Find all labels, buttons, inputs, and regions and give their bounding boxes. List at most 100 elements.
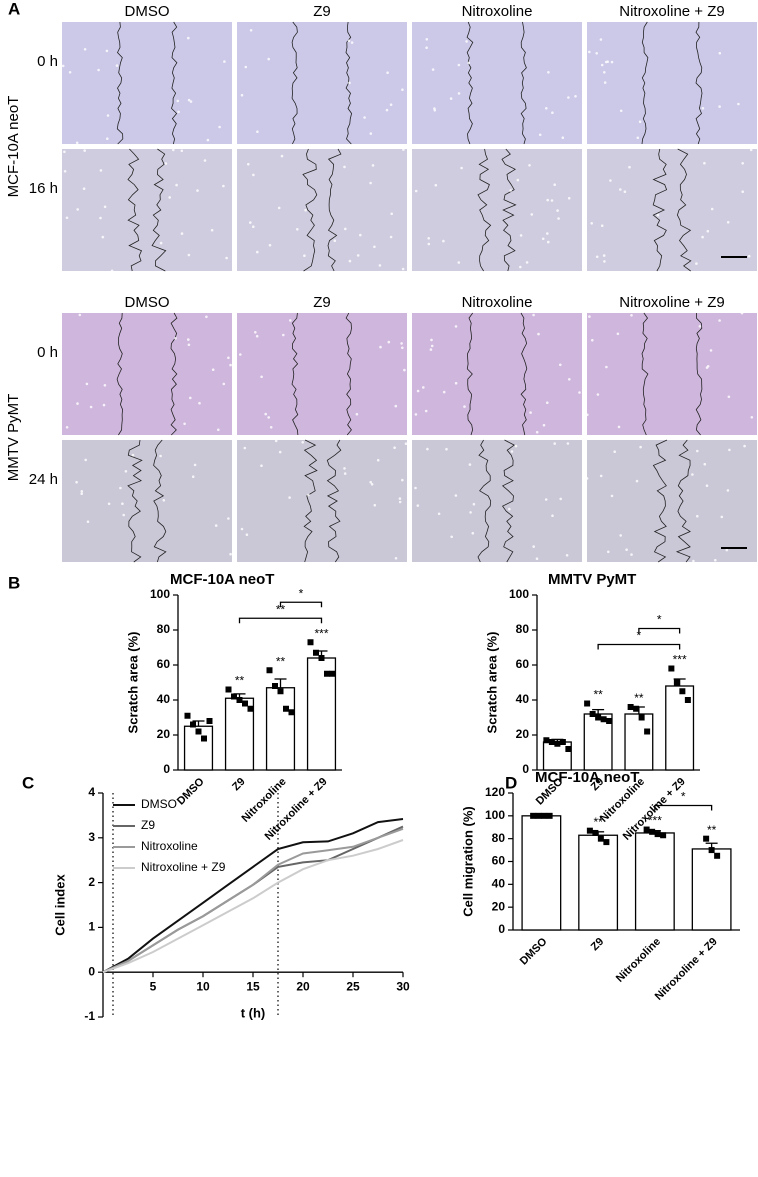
cell: [509, 189, 512, 192]
micrograph: [587, 149, 757, 271]
cell: [510, 450, 514, 453]
cell: [547, 71, 550, 74]
cell: [343, 165, 346, 169]
cell: [218, 125, 221, 129]
cell: [559, 497, 562, 501]
cell: [449, 97, 453, 100]
micrograph: [587, 22, 757, 144]
data-point: [318, 655, 325, 661]
y-axis-label: Cell index: [52, 874, 67, 936]
cell: [605, 365, 608, 369]
cell: [398, 500, 402, 504]
cell: [255, 334, 259, 338]
cell: [566, 442, 570, 445]
micrograph: [237, 440, 407, 562]
row-label: 16 h: [29, 180, 58, 197]
cell: [350, 41, 354, 44]
cell: [718, 319, 721, 322]
cell: [389, 103, 393, 106]
cell: [119, 486, 122, 490]
cell: [102, 403, 106, 407]
y-tick-label: 0: [498, 922, 505, 936]
cell: [623, 190, 627, 193]
scratch-edge: [302, 148, 318, 272]
y-tick-label: 100: [150, 587, 170, 601]
cell: [599, 38, 603, 41]
x-tick-label: 15: [246, 979, 260, 993]
data-point: [592, 829, 599, 836]
x-tick-label: 10: [196, 979, 210, 993]
cell: [217, 428, 220, 432]
x-tick-label: 30: [396, 979, 410, 993]
y-tick-label: 20: [516, 727, 530, 741]
cell: [240, 527, 244, 531]
cell: [528, 164, 531, 167]
x-tick-label: DMSO: [175, 775, 207, 807]
cell: [159, 454, 162, 458]
significance-label: **: [593, 815, 603, 829]
cell: [174, 337, 177, 340]
y-axis-label: Cell migration (%): [460, 806, 475, 917]
cell: [599, 474, 603, 478]
scratch-edge: [466, 21, 474, 145]
cell: [403, 368, 406, 372]
significance-label: ***: [314, 626, 328, 640]
scratch-edge: [466, 312, 474, 436]
cell: [244, 65, 248, 69]
cell: [267, 57, 271, 61]
cell: [303, 254, 306, 257]
cell: [333, 239, 337, 242]
cell: [709, 349, 713, 352]
cell: [86, 520, 90, 523]
data-point: [638, 714, 645, 721]
cell: [65, 426, 69, 429]
cell: [227, 517, 230, 520]
cell: [75, 480, 78, 484]
cell: [65, 216, 69, 220]
cell: [282, 333, 285, 337]
cell: [607, 550, 610, 554]
legend-label: Z9: [141, 818, 155, 832]
data-point: [589, 711, 596, 717]
data-point: [673, 679, 680, 686]
cell: [243, 446, 247, 450]
cell: [740, 311, 744, 315]
x-tick-label: DMSO: [518, 935, 550, 967]
scratch-edge: [151, 148, 167, 272]
cell: [103, 384, 107, 387]
cell: [106, 137, 109, 140]
scratch-edge: [477, 148, 492, 272]
cell: [728, 448, 731, 452]
cell: [363, 116, 366, 119]
cell: [101, 235, 105, 239]
cell: [249, 29, 253, 32]
data-point: [541, 812, 548, 819]
cell: [508, 507, 511, 511]
cell: [359, 233, 362, 237]
cell: [277, 206, 281, 210]
row-label: 0 h: [37, 53, 58, 70]
cell: [187, 338, 190, 341]
cell: [747, 254, 751, 258]
cell: [222, 382, 226, 386]
column-header: Nitroxoline: [462, 294, 533, 311]
column-header: DMSO: [125, 294, 170, 311]
data-point: [535, 812, 542, 819]
cell: [603, 71, 606, 74]
cell: [99, 169, 103, 172]
data-point: [283, 705, 289, 712]
cell: [604, 60, 608, 64]
cell: [105, 49, 109, 53]
cell: [401, 478, 404, 482]
data-point: [644, 728, 651, 735]
significance-bracket: [597, 643, 681, 650]
data-point: [649, 828, 656, 835]
cell: [75, 141, 79, 145]
scratch-edge: [116, 312, 124, 436]
cell: [469, 511, 472, 514]
significance-bracket: [279, 601, 323, 608]
cell: [229, 363, 232, 367]
cell: [696, 449, 699, 453]
cell: [348, 259, 352, 263]
cell: [454, 325, 458, 328]
